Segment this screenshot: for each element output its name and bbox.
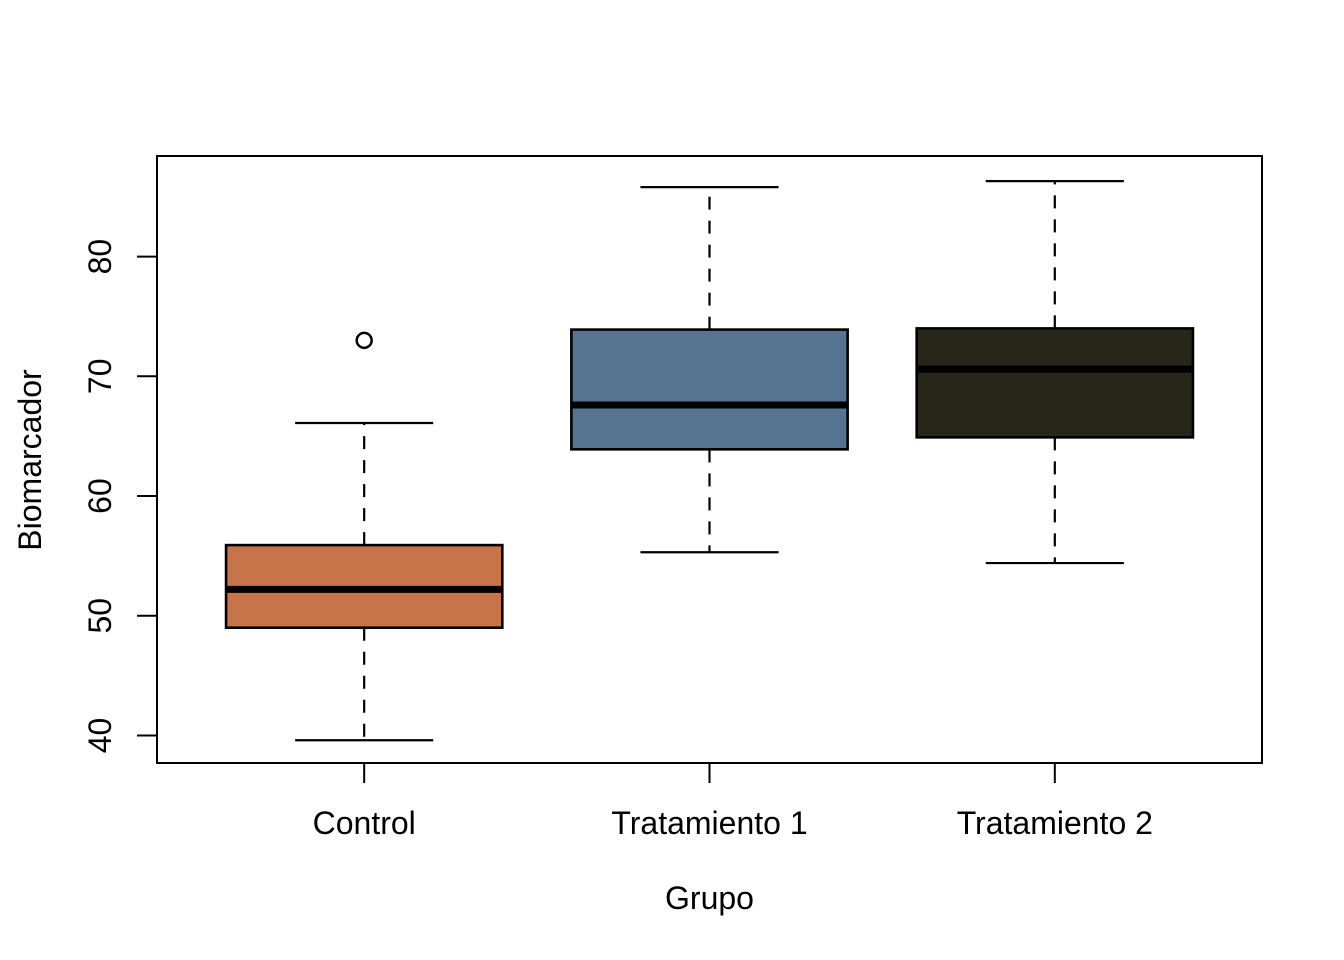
axes-layer: 40 50 60 70 80 Control Tratamiento 1 Tratamient… xyxy=(82,155,1263,841)
y-tick-label: 40 xyxy=(82,718,118,754)
iqr-box xyxy=(570,328,849,451)
y-tick-label: 80 xyxy=(82,239,118,275)
x-tick-label: Control xyxy=(313,805,416,841)
x-tick-label: Tratamiento 1 xyxy=(611,805,807,841)
x-axis-title: Grupo xyxy=(665,880,754,916)
y-tick-label: 50 xyxy=(82,598,118,634)
y-tick-label: 60 xyxy=(82,478,118,514)
x-tick-label: Tratamiento 2 xyxy=(957,805,1153,841)
y-tick-label: 70 xyxy=(82,358,118,394)
y-axis-title: Biomarcador xyxy=(12,369,48,551)
outlier-point xyxy=(355,331,373,350)
boxes-layer xyxy=(224,180,1195,742)
iqr-box xyxy=(915,327,1195,439)
